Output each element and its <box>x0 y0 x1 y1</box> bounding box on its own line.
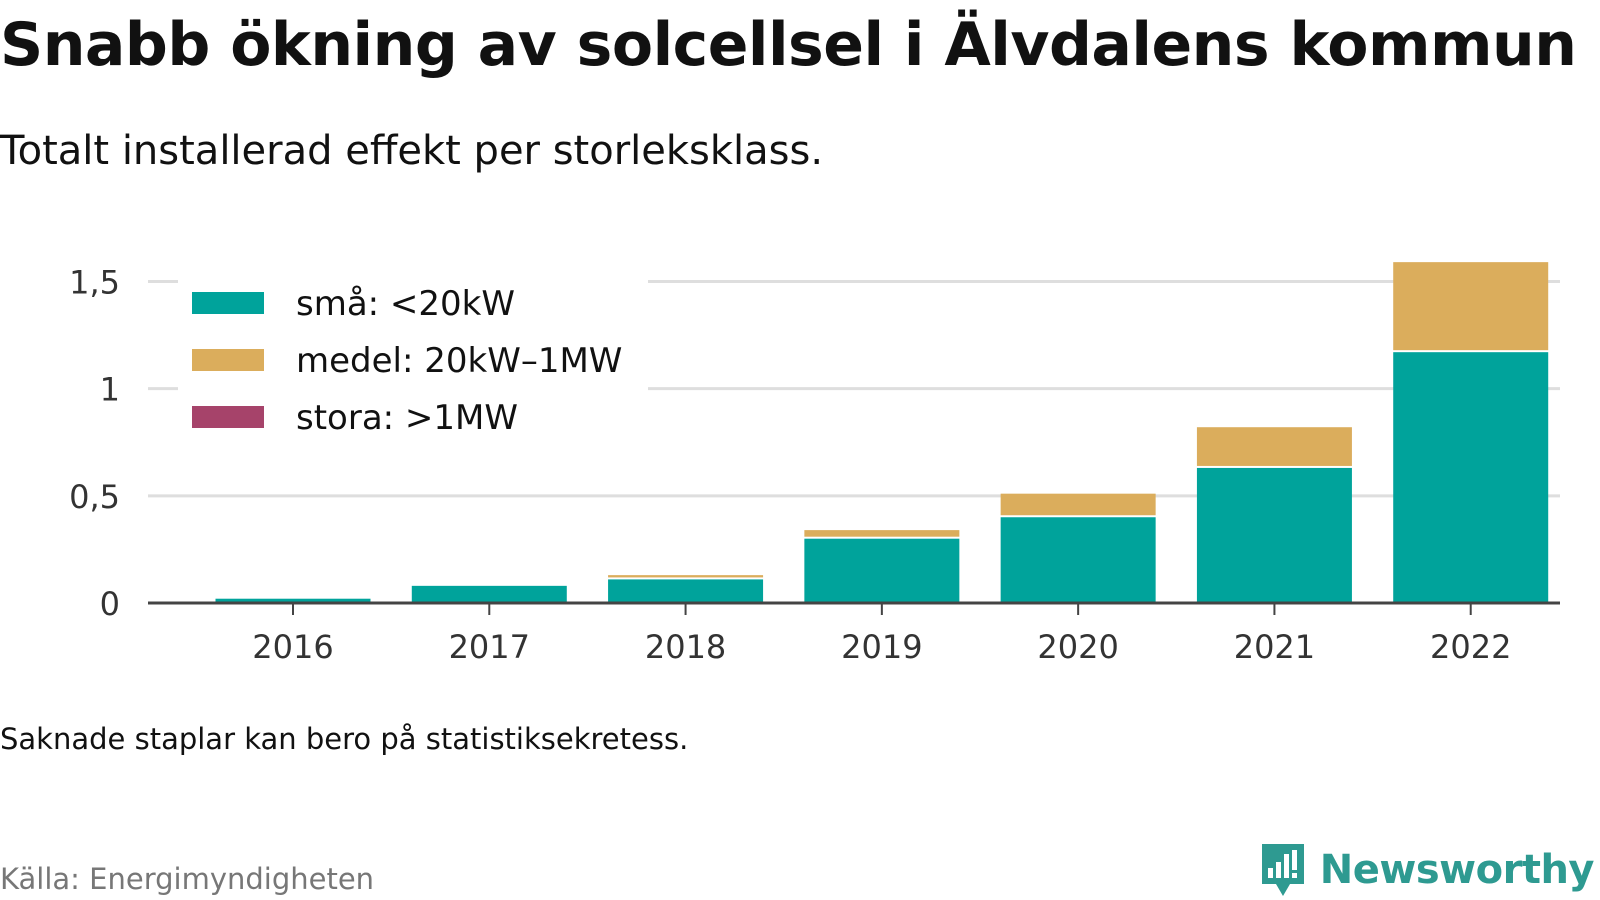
bar-segment <box>1196 467 1352 603</box>
bar-segment <box>215 598 371 603</box>
bar-segment <box>1393 352 1549 603</box>
x-tick-label: 2020 <box>1037 628 1118 666</box>
bar-segment <box>1000 493 1156 516</box>
newsworthy-chart-bubble-icon <box>1261 844 1304 896</box>
brand-name: Newsworthy <box>1319 847 1595 893</box>
legend-label: små: <20kW <box>296 284 515 324</box>
x-tick-label: 2018 <box>645 628 726 666</box>
y-tick-label: 0 <box>100 585 120 623</box>
y-tick-label: 1,5 <box>69 263 120 301</box>
chart-subtitle: Totalt installerad effekt per storlekskl… <box>0 128 824 174</box>
legend-label: medel: 20kW–1MW <box>296 341 622 381</box>
legend-swatch <box>192 349 264 371</box>
bar-segment <box>1196 427 1352 466</box>
axes: 0 0,5 1 1,5 2016 2017 2018 2019 2020 2021 2022 <box>69 263 1560 666</box>
brand-logo: Newsworthy <box>1258 840 1595 900</box>
y-tick-label: 0,5 <box>69 478 120 516</box>
bar-segment <box>1000 517 1156 603</box>
x-tick-label: 2022 <box>1430 628 1511 666</box>
legend-label: stora: >1MW <box>296 398 518 438</box>
source-credit: Källa: Energimyndigheten <box>0 862 375 896</box>
x-tick-label: 2017 <box>449 628 530 666</box>
legend-swatch <box>192 406 264 428</box>
bars <box>215 262 1549 603</box>
bar-segment <box>411 585 567 603</box>
x-tick-label: 2021 <box>1234 628 1315 666</box>
x-tick-label: 2016 <box>252 628 333 666</box>
bar-segment <box>608 579 764 603</box>
bar-segment <box>1393 262 1549 351</box>
legend-swatch <box>192 292 264 314</box>
y-tick-label: 1 <box>100 371 120 409</box>
chart-title: Snabb ökning av solcellsel i Älvdalens k… <box>0 10 1577 80</box>
bar-segment <box>804 530 960 537</box>
bar-segment <box>608 575 764 578</box>
legend: små: <20kW medel: 20kW–1MW stora: >1MW <box>178 276 648 446</box>
footnote: Saknade staplar kan bero på statistiksek… <box>0 722 689 756</box>
stacked-bar-chart: 0 0,5 1 1,5 2016 2017 2018 2019 2020 2021 2022 små… <box>69 262 1560 666</box>
bar-segment <box>804 538 960 603</box>
x-tick-label: 2019 <box>841 628 922 666</box>
